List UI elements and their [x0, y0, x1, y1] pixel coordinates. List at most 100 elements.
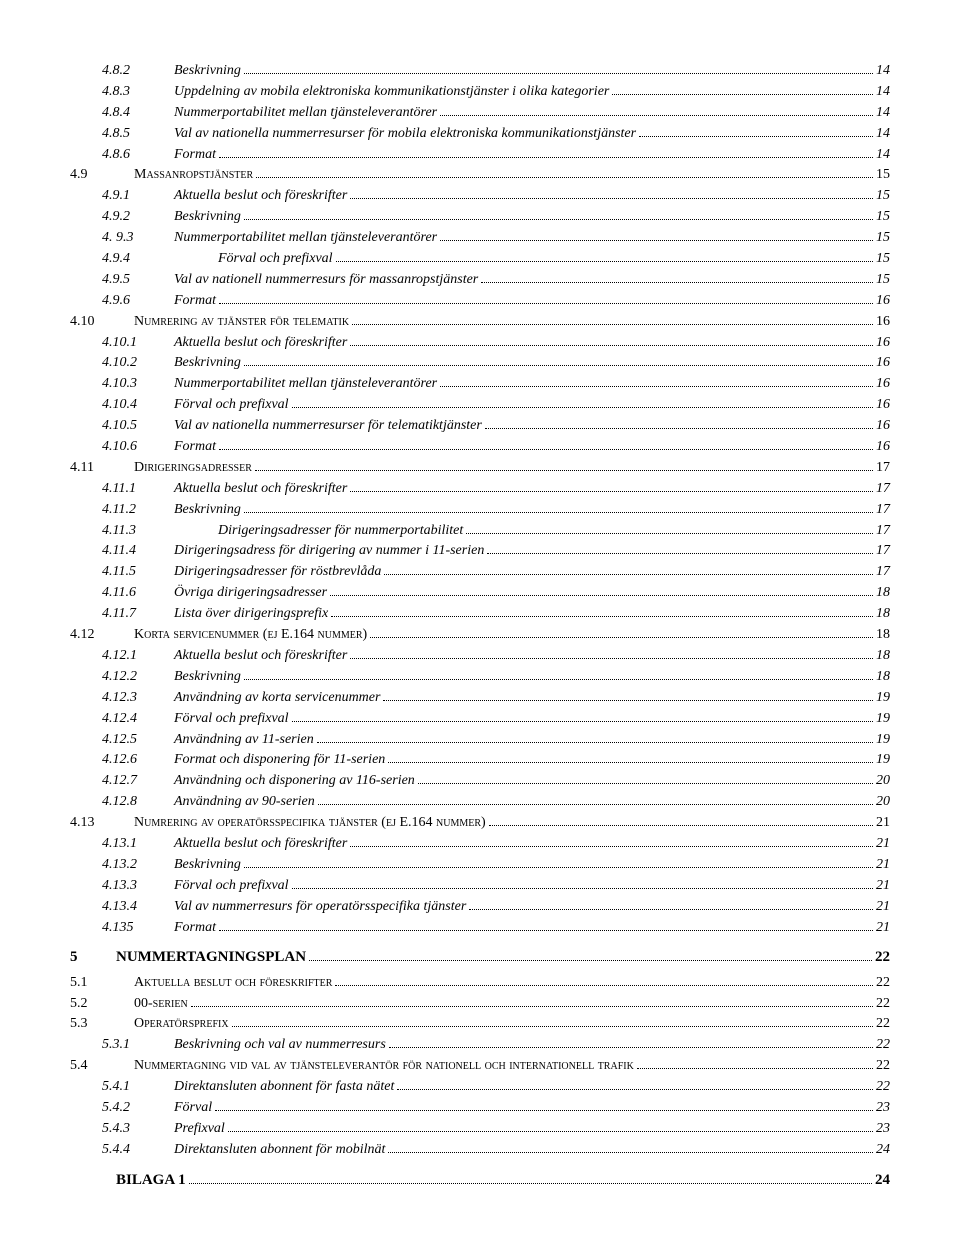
toc-page-number: 20 — [876, 772, 890, 791]
toc-entry: 4.8.3Uppdelning av mobila elektroniska k… — [70, 83, 890, 102]
toc-title: Aktuella beslut och föreskrifter — [174, 187, 347, 206]
toc-title: Val av nationella nummerresurser för mob… — [174, 125, 636, 144]
toc-leader-dots — [389, 1047, 873, 1048]
toc-number: 4.8.3 — [102, 83, 162, 102]
toc-title: Format och disponering för 11-serien — [174, 751, 385, 770]
toc-title: Direktansluten abonnent för fasta nätet — [174, 1078, 394, 1097]
toc-entry: 4.8.2Beskrivning14 — [70, 62, 890, 81]
toc-entry: 4.10.6Format16 — [70, 438, 890, 457]
toc-number: 4.135 — [102, 919, 162, 938]
toc-entry: 4.11.6Övriga dirigeringsadresser18 — [70, 584, 890, 603]
toc-page-number: 18 — [876, 626, 890, 645]
toc-entry: 4.11.7Lista över dirigeringsprefix18 — [70, 605, 890, 624]
toc-page-number: 16 — [876, 375, 890, 394]
toc-page-number: 14 — [876, 83, 890, 102]
toc-leader-dots — [244, 679, 873, 680]
toc-title: NUMMERTAGNINGSPLAN — [116, 947, 306, 967]
toc-entry: 4.11.2Beskrivning17 — [70, 501, 890, 520]
toc-title: Övriga dirigeringsadresser — [174, 584, 327, 603]
toc-leader-dots — [639, 136, 873, 137]
toc-number: 4.11.3 — [102, 522, 162, 541]
toc-number: 5.4 — [70, 1057, 116, 1076]
toc-entry: 4.12.5Användning av 11-serien19 — [70, 731, 890, 750]
toc-entry: 4.13Numrering av operatörsspecifika tjän… — [70, 814, 890, 833]
toc-title: Val av nationell nummerresurs för massan… — [174, 271, 478, 290]
toc-leader-dots — [336, 261, 873, 262]
toc-entry: 4.11.3Dirigeringsadresser för nummerport… — [70, 522, 890, 541]
toc-page-number: 19 — [876, 751, 890, 770]
table-of-contents: 4.8.2Beskrivning14 4.8.3Uppdelning av mob… — [70, 62, 890, 1190]
toc-leader-dots — [244, 219, 873, 220]
toc-page-number: 16 — [876, 417, 890, 436]
toc-page-number: 15 — [876, 166, 890, 185]
toc-leader-dots — [318, 804, 873, 805]
toc-number: 4.13.2 — [102, 856, 162, 875]
toc-leader-dots — [612, 94, 873, 95]
toc-page-number: 16 — [876, 354, 890, 373]
toc-title: Nummerportabilitet mellan tjänsteleveran… — [174, 104, 437, 123]
toc-number: 4.13.4 — [102, 898, 162, 917]
toc-title: Val av nationella nummerresurser för tel… — [174, 417, 482, 436]
toc-number: 5.1 — [70, 974, 116, 993]
toc-leader-dots — [191, 1006, 873, 1007]
toc-leader-dots — [256, 177, 873, 178]
toc-page-number: 14 — [876, 146, 890, 165]
toc-entry: 4.11.1Aktuella beslut och föreskrifter17 — [70, 480, 890, 499]
toc-number: 4.11.7 — [102, 605, 162, 624]
toc-leader-dots — [189, 1183, 872, 1184]
toc-leader-dots — [466, 533, 873, 534]
toc-title: Nummertagning vid val av tjänsteleverant… — [134, 1057, 634, 1076]
toc-number: 4.11.6 — [102, 584, 162, 603]
toc-number: 4.12.6 — [102, 751, 162, 770]
toc-entry: 4.10.1Aktuella beslut och föreskrifter16 — [70, 334, 890, 353]
toc-leader-dots — [487, 553, 873, 554]
toc-number: 4.11.5 — [102, 563, 162, 582]
toc-number: 4.12 — [70, 626, 116, 645]
toc-number: 4.11.4 — [102, 542, 162, 561]
toc-entry: 4.135Format21 — [70, 919, 890, 938]
toc-page-number: 22 — [876, 1015, 890, 1034]
toc-leader-dots — [292, 407, 873, 408]
toc-entry: 5.3Operatörsprefix22 — [70, 1015, 890, 1034]
toc-leader-dots — [219, 157, 873, 158]
toc-page-number: 15 — [876, 208, 890, 227]
toc-page-number: 15 — [876, 187, 890, 206]
toc-number: 4.10.5 — [102, 417, 162, 436]
toc-leader-dots — [440, 386, 873, 387]
toc-title: Beskrivning — [174, 668, 241, 687]
toc-page-number: 21 — [876, 814, 890, 833]
toc-number: 4.9.6 — [102, 292, 162, 311]
toc-title: Format — [174, 146, 216, 165]
toc-entry: 4. 9.3Nummerportabilitet mellan tjänstel… — [70, 229, 890, 248]
toc-entry: 4.13.1Aktuella beslut och föreskrifter21 — [70, 835, 890, 854]
toc-page-number: 24 — [875, 1170, 890, 1190]
toc-title: Användning av 11-serien — [174, 731, 314, 750]
toc-page-number: 14 — [876, 125, 890, 144]
toc-entry: 4.11Dirigeringsadresser17 — [70, 459, 890, 478]
toc-number: 4.8.4 — [102, 104, 162, 123]
toc-title: Beskrivning — [174, 354, 241, 373]
toc-leader-dots — [637, 1068, 873, 1069]
toc-page-number: 22 — [876, 1057, 890, 1076]
toc-page-number: 14 — [876, 104, 890, 123]
toc-leader-dots — [481, 282, 873, 283]
toc-entry: 4.10.4Förval och prefixval16 — [70, 396, 890, 415]
toc-number: 4.12.1 — [102, 647, 162, 666]
toc-entry: 4.12.4Förval och prefixval19 — [70, 710, 890, 729]
toc-number: 4.10.2 — [102, 354, 162, 373]
toc-entry: 4.11.4Dirigeringsadress för dirigering a… — [70, 542, 890, 561]
toc-leader-dots — [215, 1110, 873, 1111]
toc-page-number: 17 — [876, 542, 890, 561]
toc-title: Massanropstjänster — [134, 166, 253, 185]
toc-page-number: 21 — [876, 919, 890, 938]
toc-number: 5.4.2 — [102, 1099, 162, 1118]
toc-title: Numrering av operatörsspecifika tjänster… — [134, 814, 486, 833]
toc-page-number: 17 — [876, 459, 890, 478]
toc-page-number: 22 — [876, 974, 890, 993]
toc-title: Beskrivning — [174, 501, 241, 520]
toc-title: Förval — [174, 1099, 212, 1118]
toc-entry: 4.10.2 Beskrivning 16 — [70, 354, 890, 373]
toc-entry: 5.1Aktuella beslut och föreskrifter22 — [70, 974, 890, 993]
toc-number: 4.12.2 — [102, 668, 162, 687]
toc-number: 4.9.5 — [102, 271, 162, 290]
